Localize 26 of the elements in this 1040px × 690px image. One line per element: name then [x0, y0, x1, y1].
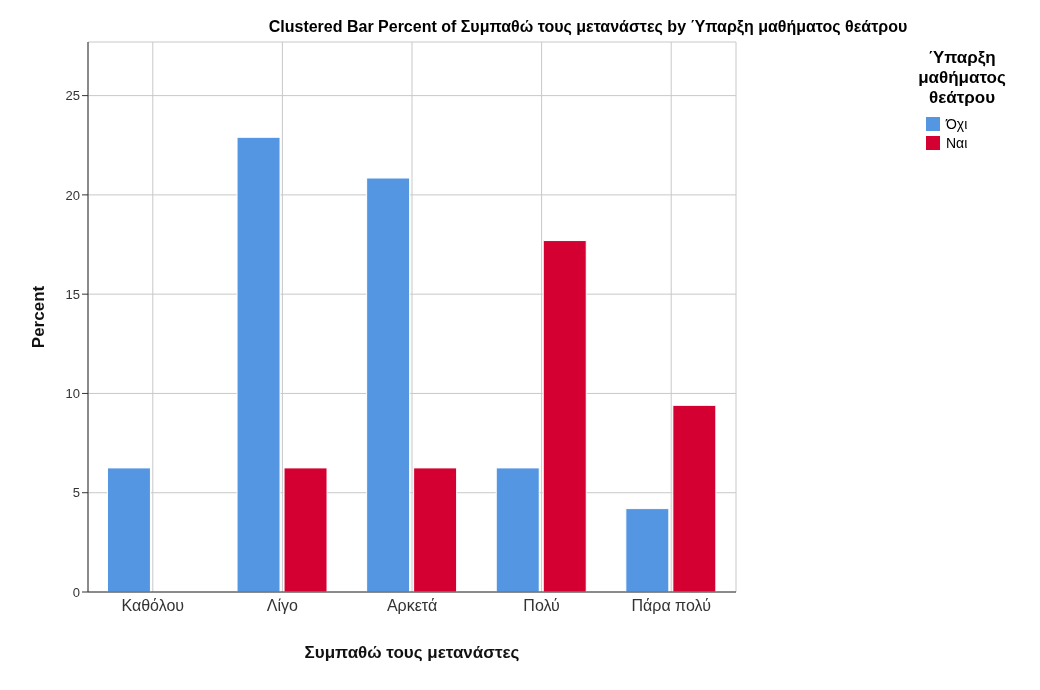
bar	[106, 467, 151, 592]
x-axis-title: Συμπαθώ τους μετανάστες	[304, 643, 520, 662]
legend-label: Όχι	[946, 116, 968, 132]
y-tick-label: 0	[72, 584, 80, 600]
x-tick-label: Πάρα πολύ	[631, 597, 711, 615]
y-tick-label: 5	[72, 485, 80, 501]
y-tick-label: 10	[65, 386, 80, 402]
y-tick-label: 15	[65, 286, 80, 302]
bar	[542, 240, 587, 592]
chart-title: Clustered Bar Percent of Συμπαθώ τους μετανάστες by Ύπαρξη μαθήματος θεάτρου	[267, 18, 909, 36]
bar	[625, 508, 670, 592]
y-axis-title: Percent	[29, 285, 49, 349]
x-tick-label: Αρκετά	[386, 597, 438, 615]
bar	[672, 404, 717, 592]
bar	[366, 177, 411, 592]
legend-label: Ναι	[946, 135, 968, 151]
bar	[495, 467, 540, 592]
legend-title: Ύπαρξη μαθήματος θεάτρου	[917, 48, 1007, 108]
bar	[413, 467, 458, 592]
x-tick-label: Λίγο	[266, 597, 299, 615]
bar	[283, 467, 328, 592]
y-tick-label: 25	[65, 88, 80, 104]
bar	[236, 136, 281, 592]
x-tick-label: Πολύ	[523, 597, 560, 615]
y-tick-label: 20	[65, 187, 80, 203]
x-tick-label: Καθόλου	[121, 597, 185, 615]
